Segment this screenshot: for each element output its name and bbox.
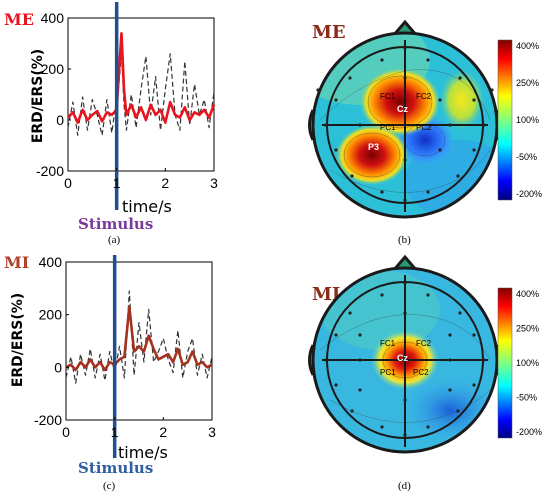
topomap-b-hot-region-cz xyxy=(360,68,440,136)
panel-a-plot-frame xyxy=(67,17,215,172)
x-tick-label: 3 xyxy=(208,424,216,440)
panel-b: ME xyxy=(308,19,542,246)
colorbar-tick-label: 100% xyxy=(516,358,539,368)
x-tick-label: 3 xyxy=(210,175,218,191)
electrode-fc1-d: FC1 xyxy=(380,339,396,348)
panel-d-topomap: FC1 FC2 Cz PC1 PC2 xyxy=(308,254,502,454)
x-tick-label: 0 xyxy=(64,175,72,191)
topomap-b-hot-region-p3 xyxy=(336,125,408,185)
panel-a-xlabel: time/s xyxy=(122,197,172,216)
y-tick-label: 400 xyxy=(41,10,65,26)
panel-d: MI xyxy=(308,254,542,492)
colorbar-tick-label: -50% xyxy=(516,393,537,403)
electrode-pc2-d: PC2 xyxy=(413,368,429,377)
colorbar-tick-label: -200% xyxy=(516,427,542,437)
series-line-dashed xyxy=(67,53,215,136)
colorbar-tick-label: 400% xyxy=(516,289,539,299)
electrode-pc2-b: PC2 xyxy=(416,123,432,132)
colorbar-tick-label: -50% xyxy=(516,152,537,162)
colorbar-d xyxy=(497,287,513,439)
panel-d-caption: (d) xyxy=(398,480,411,492)
y-tick-label: -200 xyxy=(34,412,62,428)
topomap-b-yellow-region xyxy=(440,70,484,130)
electrode-dots-b xyxy=(316,46,494,202)
panel-a-plot-area xyxy=(67,2,216,210)
panel-c-plot-frame xyxy=(65,261,213,421)
x-tick-label: 2 xyxy=(159,424,167,440)
panel-a-caption: (a) xyxy=(108,234,121,246)
colorbar-tick-label: 100% xyxy=(516,115,539,125)
electrode-pc1-b: PC1 xyxy=(380,123,396,132)
panel-c-condition-label: MI xyxy=(4,253,29,272)
panel-c-caption: (c) xyxy=(103,480,116,492)
y-tick-label: 0 xyxy=(54,359,62,375)
head-outline-b xyxy=(311,31,499,219)
y-tick-label: -200 xyxy=(36,163,64,179)
panel-c-plot-area xyxy=(65,255,213,458)
electrode-dots-d xyxy=(324,281,486,437)
colorbar-tick-label: -200% xyxy=(516,189,542,199)
panel-b-topomap: FC1 FC2 Cz PC1 PC2 P3 xyxy=(308,19,502,219)
colorbar-tick-label: 250% xyxy=(516,324,539,334)
y-tick-label: 400 xyxy=(39,254,63,270)
series-line-dashed xyxy=(65,290,213,384)
panel-a-ylabel: ERD/ERS(%) xyxy=(30,49,46,143)
head-outline-d xyxy=(311,266,499,454)
series-line-solid xyxy=(67,31,216,124)
y-tick-label: 200 xyxy=(41,61,65,77)
panel-c-stimulus-label: Stimulus xyxy=(78,459,153,477)
electrode-cz-d: Cz xyxy=(397,353,408,363)
colorbar-b xyxy=(497,39,513,201)
series-line-solid xyxy=(65,305,213,372)
panel-d-condition-label: MI xyxy=(312,284,340,305)
colorbar-tick-label: 400% xyxy=(516,41,539,51)
panel-c-ylabel: ERD/ERS(%) xyxy=(10,293,26,387)
electrode-fc1-b: FC1 xyxy=(380,92,396,101)
x-tick-label: 2 xyxy=(161,175,169,191)
electrode-fc2-b: FC2 xyxy=(416,92,432,101)
electrode-cz-b: Cz xyxy=(397,104,408,114)
x-tick-label: 1 xyxy=(113,175,121,191)
colorbar-d-ticks: 400% 250% 100% -50% -200% xyxy=(516,289,542,437)
colorbar-b-ticks: 400% 250% 100% -50% -200% xyxy=(516,41,542,199)
x-tick-label: 0 xyxy=(62,424,70,440)
colorbar-tick-label: 250% xyxy=(516,78,539,88)
electrode-p3-b: P3 xyxy=(368,142,379,152)
panel-a-condition-label: ME xyxy=(4,10,34,29)
panel-b-condition-label: ME xyxy=(312,22,346,43)
y-tick-label: 0 xyxy=(56,112,64,128)
y-tick-label: 200 xyxy=(39,307,63,323)
electrode-fc2-d: FC2 xyxy=(416,339,432,348)
panel-b-caption: (b) xyxy=(398,234,411,246)
x-tick-label: 1 xyxy=(111,424,119,440)
panel-c-xlabel: time/s xyxy=(118,443,168,462)
panel-a-stimulus-label: Stimulus xyxy=(78,215,153,233)
electrode-pc1-d: PC1 xyxy=(380,368,396,377)
